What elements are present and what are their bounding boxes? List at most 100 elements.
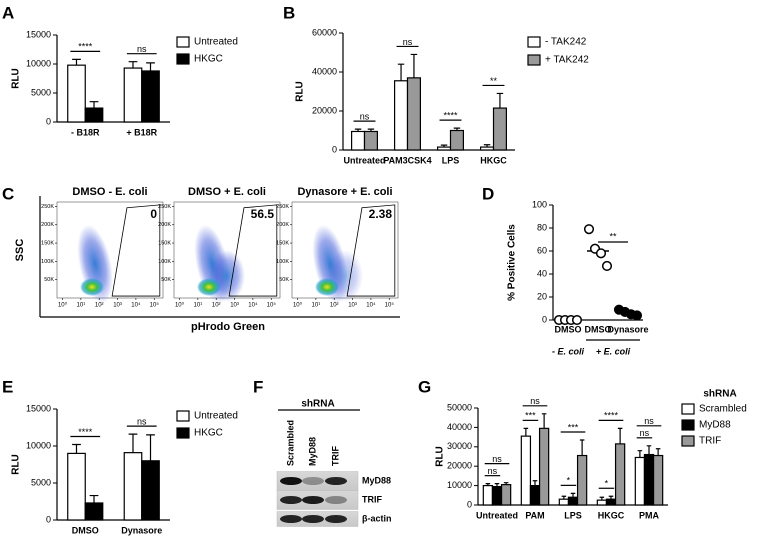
bar (614, 443, 626, 506)
y-tick-label: 60000 (312, 27, 337, 37)
y-axis-label: RLU (11, 454, 22, 475)
significance-label: ns (488, 466, 498, 476)
bar (394, 80, 409, 151)
blot-band (325, 477, 347, 485)
panel-letter: D (482, 184, 494, 203)
y-tick-label: 20 (537, 291, 547, 301)
significance-label: * (605, 479, 609, 489)
x-tick-label: 10⁵ (385, 302, 395, 309)
significance-label: ns (360, 112, 370, 122)
error-bar (72, 58, 81, 66)
legend-swatch (176, 427, 190, 439)
bar (538, 427, 550, 506)
y-tick-label: 250K (158, 204, 171, 210)
y-tick-label: 15000 (26, 403, 51, 413)
panel-letter: G (418, 377, 431, 396)
gate (111, 204, 161, 297)
error-bar (397, 63, 405, 81)
y-tick-label: 5000 (31, 87, 51, 97)
x-tick-label: PAM (525, 510, 544, 520)
significance-label: *** (525, 411, 536, 421)
y-tick-label: 0 (46, 514, 51, 524)
gate-value: 2.38 (369, 207, 393, 221)
y-tick-label: 250K (41, 204, 54, 210)
y-axis-label: RLU (11, 68, 22, 89)
bar (406, 77, 421, 151)
bar (449, 129, 464, 151)
blot-title: shRNA (301, 399, 334, 410)
bar (84, 502, 104, 521)
y-tick-label: 250K (276, 204, 289, 210)
x-tick-label: HKGC (480, 155, 507, 165)
y-tick-label: 100K (158, 259, 171, 265)
x-tick-label: 10⁵ (150, 302, 160, 309)
bar (141, 460, 160, 521)
bar (480, 146, 495, 151)
panel-letter: A (2, 3, 14, 22)
error-bar (579, 439, 585, 456)
x-tick-label: PAM3CSK4 (383, 155, 431, 165)
bar (643, 453, 655, 506)
gate-value: 56.5 (251, 207, 275, 221)
significance-label: ns (644, 416, 654, 426)
legend-swatch (527, 54, 541, 66)
bar (482, 485, 494, 506)
bar (652, 454, 664, 506)
x-tick-label: + B18R (126, 127, 157, 137)
panel-letter: B (283, 3, 295, 22)
legend-label: HKGC (194, 428, 223, 439)
blot-band (325, 496, 347, 504)
y-tick-label: 0 (332, 144, 337, 154)
y-tick-label: 5000 (31, 477, 51, 487)
error-bar (440, 144, 448, 148)
gate (228, 204, 278, 297)
density-core (314, 278, 339, 296)
y-tick-label: 80 (537, 222, 547, 232)
y-tick-label: 50000 (447, 402, 472, 412)
legend-label: TRIF (699, 436, 721, 447)
bar (67, 452, 86, 521)
y-axis-label: RLU (435, 446, 446, 467)
significance-label: * (567, 476, 571, 486)
y-tick-label: 100 (532, 199, 547, 209)
x-tick-label: DMSO (555, 324, 582, 334)
legend-swatch (681, 435, 695, 447)
significance-label: ns (530, 396, 540, 406)
significance-label: **** (604, 411, 619, 421)
blot-band (325, 515, 347, 523)
density-core (79, 278, 104, 296)
x-tick-label: Dynasore (607, 324, 648, 334)
y-axis-label: RLU (295, 81, 306, 102)
y-tick-label: 50K (44, 277, 54, 283)
bar (500, 484, 512, 506)
error-bar (128, 61, 138, 69)
bar (520, 435, 532, 506)
bar (596, 499, 608, 506)
error-bar (128, 433, 138, 453)
blot-band (302, 515, 324, 523)
x-tick-label: 10⁰ (58, 302, 68, 309)
panel-letter: F (253, 377, 263, 396)
y-axis-label: % Positive Cells (507, 224, 518, 301)
x-tick-label: 10⁴ (366, 302, 376, 309)
legend-label: HKGC (194, 54, 223, 65)
y-axis-label: SSC (14, 239, 26, 262)
panel-title: DMSO + E. coli (188, 186, 266, 198)
x-tick-label: 10¹ (312, 303, 321, 309)
error-bar (146, 434, 155, 461)
bar (351, 130, 366, 151)
data-point (601, 260, 613, 272)
blot-band (280, 496, 302, 504)
x-tick-label: Untreated (343, 155, 385, 165)
gate (346, 204, 396, 297)
x-tick-label: 10³ (230, 303, 239, 309)
error-bar (354, 128, 362, 132)
x-tick-label: 10³ (348, 303, 357, 309)
data-point (595, 248, 607, 259)
error-bar (637, 450, 643, 458)
x-tick-label: 10⁴ (248, 302, 258, 309)
x-tick-label: PMA (639, 510, 660, 520)
legend-label: Untreated (194, 37, 238, 48)
y-tick-label: 40000 (447, 422, 472, 432)
